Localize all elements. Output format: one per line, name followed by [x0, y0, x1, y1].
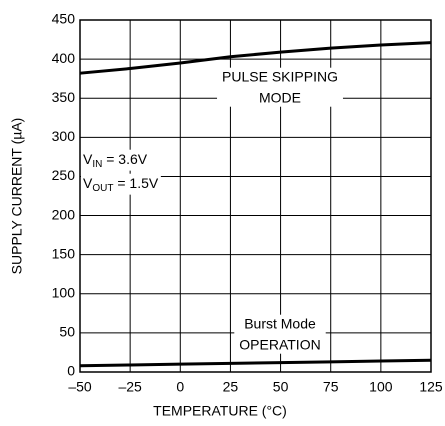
- annotation-text: PULSE SKIPPING: [222, 69, 338, 85]
- x-tick-label: 50: [273, 379, 289, 395]
- annotation-text: MODE: [259, 90, 301, 106]
- condition-bg: [81, 173, 161, 195]
- x-tick-label: –25: [118, 379, 142, 395]
- y-tick-label: 350: [52, 89, 76, 105]
- y-tick-label: 150: [52, 245, 76, 261]
- x-tick-label: –50: [68, 379, 92, 395]
- condition-part: = 3.6V: [102, 151, 147, 167]
- y-tick-label: 250: [52, 167, 76, 183]
- annotation: PULSE SKIPPING MODE: [217, 67, 343, 107]
- annotation-text: OPERATION: [239, 337, 320, 353]
- condition-part: V: [83, 175, 93, 191]
- annotation: Burst Mode OPERATION: [234, 314, 326, 354]
- x-tick-label: 75: [323, 379, 339, 395]
- x-tick-label: 100: [369, 379, 393, 395]
- condition-part: OUT: [92, 183, 113, 194]
- condition: VOUT = 1.5V: [81, 173, 161, 195]
- y-tick-label: 0: [67, 363, 75, 379]
- y-tick-label: 200: [52, 206, 76, 222]
- data-line: [79, 358, 432, 368]
- y-tick-label: 300: [52, 128, 76, 144]
- condition-text: VOUT = 1.5V: [83, 175, 159, 194]
- condition-part: V: [83, 151, 93, 167]
- x-axis-label: TEMPERATURE (°C): [153, 403, 287, 419]
- x-tick-label: 125: [419, 379, 443, 395]
- x-tick-label: 0: [176, 379, 184, 395]
- y-tick-label: 450: [52, 11, 76, 27]
- annotation-bg: [234, 314, 326, 354]
- condition-bg: [81, 149, 150, 171]
- x-tick-label: 25: [223, 379, 239, 395]
- y-axis-label: SUPPLY CURRENT (µA): [9, 118, 25, 275]
- annotation-text: Burst Mode: [244, 316, 316, 332]
- condition-part: IN: [92, 159, 102, 170]
- condition: VIN = 3.6V: [81, 149, 150, 171]
- y-tick-label: 100: [52, 284, 76, 300]
- annotation-bg: [217, 67, 343, 107]
- y-tick-label: 400: [52, 50, 76, 66]
- condition-part: = 1.5V: [113, 175, 158, 191]
- data-line: [79, 41, 432, 75]
- condition-text: VIN = 3.6V: [83, 151, 148, 170]
- y-tick-label: 50: [59, 324, 75, 340]
